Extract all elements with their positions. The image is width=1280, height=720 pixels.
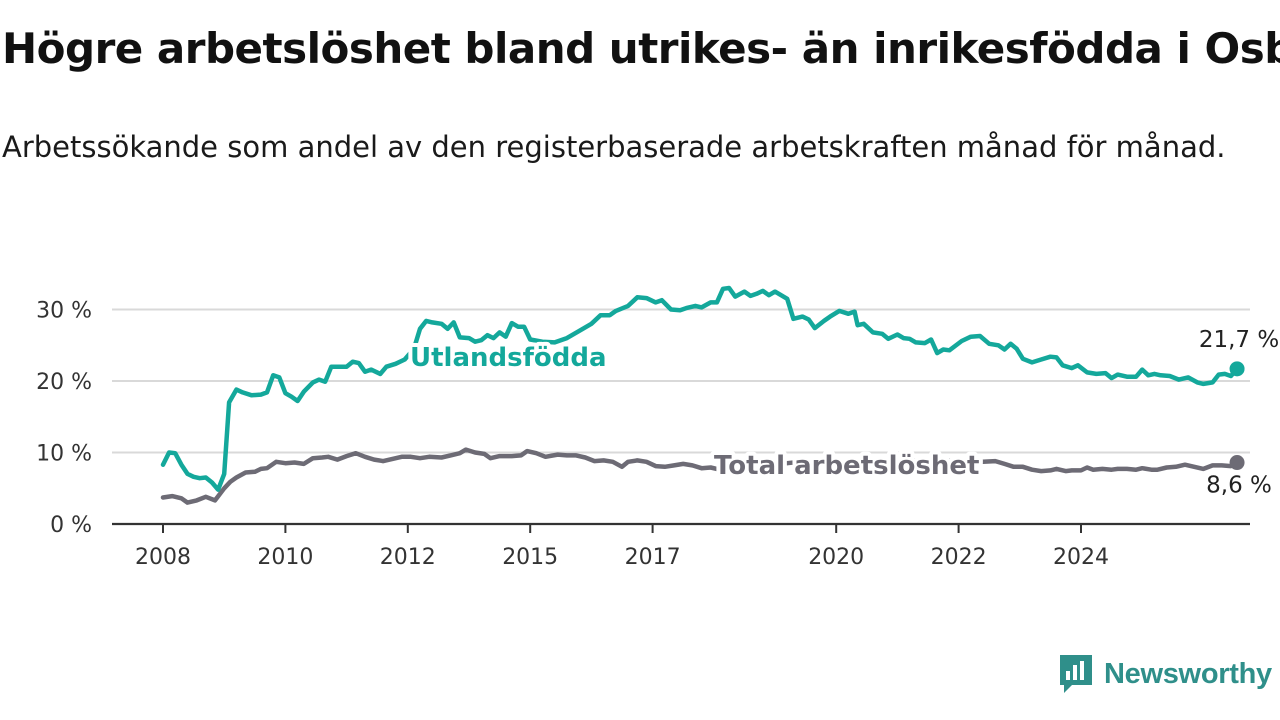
newsworthy-logo: Newsworthy [1058, 652, 1272, 696]
series-label-total: Total arbetslöshet [714, 451, 979, 481]
x-tick-label: 2012 [380, 545, 436, 570]
series-line-total [160, 447, 1240, 505]
series-label-utlandsfodda: Utlandsfödda [410, 343, 607, 373]
series-end-point-total [1229, 455, 1245, 471]
newsworthy-chart-icon [1060, 655, 1092, 693]
chart-title: Högre arbetslöshet bland utrikes- än inr… [2, 24, 1280, 73]
y-axis-ticks: 0 % 10 % 20 % 30 % [36, 299, 92, 539]
x-tick-label: 2024 [1053, 545, 1109, 570]
series-end-point-utlandsfodda [1229, 361, 1245, 377]
y-tick-label: 20 % [36, 370, 92, 395]
x-tick-label: 2010 [257, 545, 313, 570]
x-tick-label: 2020 [808, 545, 864, 570]
x-tick-label: 2008 [135, 545, 191, 570]
series-lines [160, 285, 1245, 505]
series-end-value-total: 8,6 % [1206, 473, 1272, 499]
y-tick-label: 10 % [36, 442, 92, 467]
series-line-utlandsfodda [160, 285, 1240, 492]
x-tick-label: 2022 [931, 545, 987, 570]
x-tick-label: 2017 [625, 545, 681, 570]
x-tick-label: 2015 [502, 545, 558, 570]
y-tick-label: 30 % [36, 299, 92, 324]
series-labels: 8,6 % 21,7 % Utlandsfödda Total arbetslöshe… [406, 327, 1279, 499]
brand-name: Newsworthy [1104, 657, 1272, 690]
series-end-value-utlandsfodda: 21,7 % [1199, 327, 1279, 353]
x-axis-ticks: 2008 2010 2012 2015 2017 2020 2022 2024 [135, 524, 1109, 570]
chart-subtitle: Arbetssökande som andel av den registerb… [2, 130, 1226, 164]
y-tick-label: 0 % [50, 513, 92, 538]
